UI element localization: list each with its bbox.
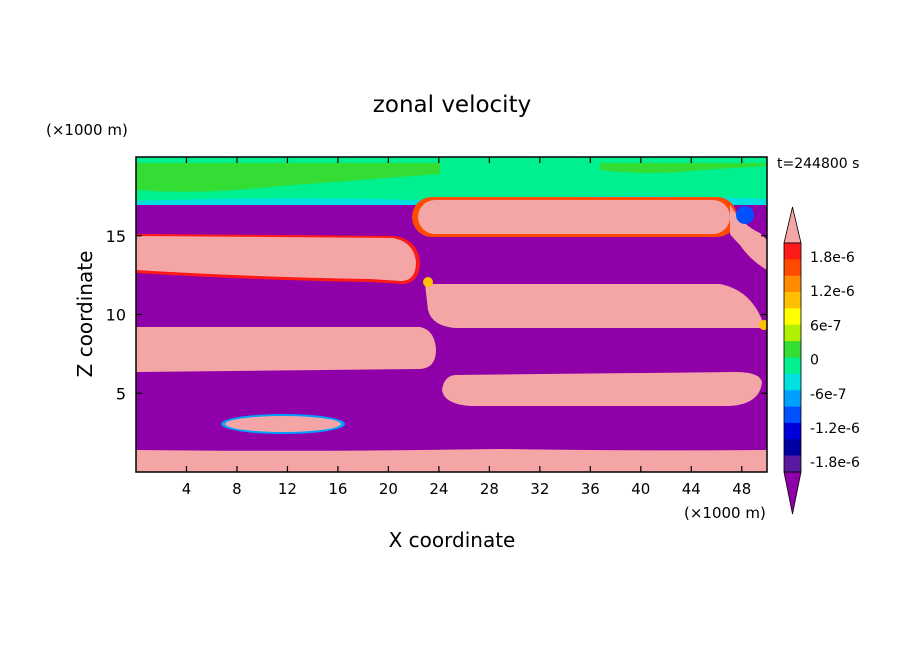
colorbar bbox=[783, 206, 802, 515]
top-band-green-patch bbox=[136, 157, 440, 192]
colorbar-frame bbox=[783, 242, 802, 473]
colorbar-swatch bbox=[784, 373, 801, 391]
x-tick-label: 28 bbox=[480, 480, 499, 498]
colorbar-label: -1.2e-6 bbox=[810, 421, 860, 437]
x-tick-label: 32 bbox=[530, 480, 549, 498]
colorbar-swatch bbox=[784, 455, 801, 473]
colorbar-swatch bbox=[784, 406, 801, 424]
crossing-1 bbox=[423, 277, 433, 287]
pos-band-lower-right bbox=[442, 372, 762, 406]
y-axis-label: Z coordinate bbox=[73, 251, 97, 378]
pos-band-mid-right bbox=[425, 284, 767, 328]
colorbar-swatch bbox=[784, 308, 801, 326]
x-tick-label: 8 bbox=[232, 480, 242, 498]
colorbar-min-triangle bbox=[783, 471, 802, 515]
top-band-aqua-strip bbox=[136, 157, 767, 163]
pos-small-lens bbox=[225, 416, 341, 432]
colorbar-swatch bbox=[784, 275, 801, 293]
x-tick-label: 36 bbox=[581, 480, 600, 498]
x-tick-label: 20 bbox=[379, 480, 398, 498]
colorbar-label: 1.8e-6 bbox=[810, 250, 855, 266]
x-tick-label: 4 bbox=[182, 480, 192, 498]
colorbar-swatch bbox=[784, 292, 801, 309]
colorbar-label: 0 bbox=[810, 353, 819, 369]
y-ticks: 5 10 15 bbox=[106, 227, 767, 403]
crossing-2 bbox=[759, 320, 767, 330]
colorbar-labels: 1.8e-6 1.2e-6 6e-7 0 -6e-7 -1.2e-6 -1.8e-6 bbox=[810, 250, 860, 471]
time-label: t=244800 s bbox=[777, 156, 859, 172]
colorbar-label: -6e-7 bbox=[810, 387, 847, 403]
y-unit-label: (×1000 m) bbox=[46, 121, 128, 139]
colorbar-max-triangle bbox=[783, 206, 802, 244]
x-tick-label: 44 bbox=[682, 480, 701, 498]
x-ticks: 4 8 12 16 20 24 28 32 36 40 44 48 bbox=[182, 157, 751, 498]
x-tick-label: 48 bbox=[732, 480, 751, 498]
colorbar-swatch bbox=[784, 259, 801, 277]
colorbar-swatch bbox=[784, 422, 801, 440]
y-tick-label: 15 bbox=[106, 227, 126, 246]
colorbar-swatch bbox=[784, 243, 801, 260]
x-axis-label: X coordinate bbox=[389, 528, 516, 552]
x-unit-label: (×1000 m) bbox=[684, 504, 766, 522]
colorbar-swatch bbox=[784, 324, 801, 342]
chart-title: zonal velocity bbox=[373, 92, 531, 118]
x-tick-label: 40 bbox=[631, 480, 650, 498]
x-tick-label: 12 bbox=[278, 480, 297, 498]
colorbar-label: 6e-7 bbox=[810, 318, 841, 334]
pos-bottom-strip bbox=[136, 449, 767, 472]
y-tick-label: 10 bbox=[106, 306, 126, 325]
colorbar-swatch bbox=[784, 357, 801, 375]
colorbar-swatch bbox=[784, 341, 801, 358]
pos-band-left-1-core bbox=[136, 236, 416, 281]
colorbar-swatch bbox=[784, 390, 801, 407]
pos-lens-upper-right bbox=[418, 200, 730, 234]
x-tick-label: 24 bbox=[429, 480, 448, 498]
contour-field bbox=[136, 157, 767, 472]
x-tick-label: 16 bbox=[328, 480, 347, 498]
y-tick-label: 5 bbox=[116, 384, 126, 403]
colorbar-swatch bbox=[784, 439, 801, 456]
colorbar-label: 1.2e-6 bbox=[810, 284, 855, 300]
crossing-3 bbox=[736, 206, 754, 224]
pos-band-left-2 bbox=[136, 327, 436, 372]
colorbar-label: -1.8e-6 bbox=[810, 455, 860, 471]
